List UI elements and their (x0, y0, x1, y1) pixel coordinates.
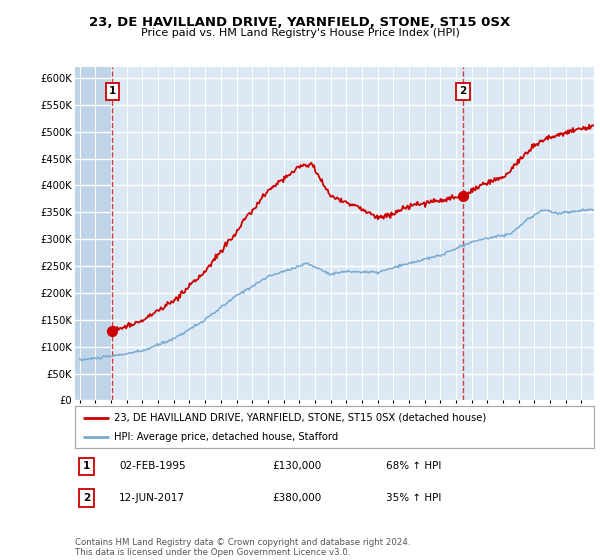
Text: 1: 1 (83, 461, 90, 471)
Text: 23, DE HAVILLAND DRIVE, YARNFIELD, STONE, ST15 0SX: 23, DE HAVILLAND DRIVE, YARNFIELD, STONE… (89, 16, 511, 29)
Text: 02-FEB-1995: 02-FEB-1995 (119, 461, 186, 471)
Text: 68% ↑ HPI: 68% ↑ HPI (386, 461, 442, 471)
Text: 2: 2 (459, 86, 467, 96)
Text: 35% ↑ HPI: 35% ↑ HPI (386, 493, 442, 503)
Text: 2: 2 (83, 493, 90, 503)
Text: HPI: Average price, detached house, Stafford: HPI: Average price, detached house, Staf… (114, 432, 338, 442)
Text: 12-JUN-2017: 12-JUN-2017 (119, 493, 185, 503)
Text: £130,000: £130,000 (272, 461, 322, 471)
Text: Contains HM Land Registry data © Crown copyright and database right 2024.
This d: Contains HM Land Registry data © Crown c… (75, 538, 410, 557)
Text: £380,000: £380,000 (272, 493, 322, 503)
Text: 1: 1 (109, 86, 116, 96)
Text: Price paid vs. HM Land Registry's House Price Index (HPI): Price paid vs. HM Land Registry's House … (140, 28, 460, 38)
Text: 23, DE HAVILLAND DRIVE, YARNFIELD, STONE, ST15 0SX (detached house): 23, DE HAVILLAND DRIVE, YARNFIELD, STONE… (114, 413, 486, 423)
